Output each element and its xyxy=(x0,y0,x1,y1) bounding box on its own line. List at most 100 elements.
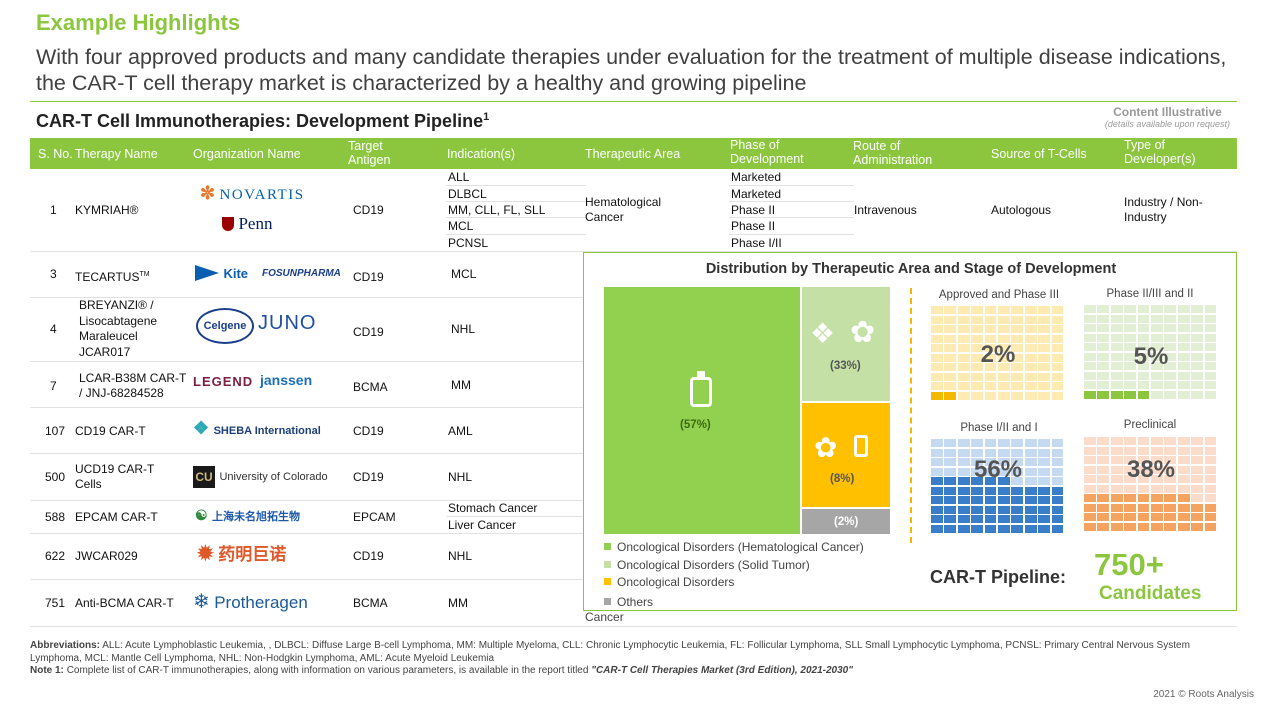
waffle-cell xyxy=(1124,465,1137,474)
waffle-cell xyxy=(1191,362,1204,370)
waffle-cell xyxy=(998,306,1010,314)
waffle-cell xyxy=(1177,305,1190,313)
waffle-cell xyxy=(1097,465,1110,474)
row-antigen: BCMA xyxy=(353,596,388,610)
waffle-cell xyxy=(1038,458,1051,466)
waffle-cell xyxy=(1164,362,1177,370)
row-therapy: Anti-BCMA CAR-T xyxy=(75,596,174,610)
waffle-cell xyxy=(1137,446,1150,455)
stomach-icon: ✿ xyxy=(850,316,876,349)
row-source: Autologous xyxy=(991,203,1052,217)
waffle-cell xyxy=(1097,352,1110,361)
waffle-cell xyxy=(1011,458,1024,466)
waffle-cell xyxy=(1038,315,1051,324)
waffle-cell xyxy=(1051,515,1064,523)
waffle-cell xyxy=(1124,333,1137,342)
waffle-cell xyxy=(1151,362,1163,370)
waffle-cell xyxy=(1051,306,1064,314)
waffle-cell xyxy=(1191,333,1204,342)
waffle-cell xyxy=(1177,324,1190,332)
waffle-cell xyxy=(1084,513,1096,521)
waffle-cell xyxy=(957,486,970,495)
waffle-cell xyxy=(1110,324,1123,332)
waffle-cell xyxy=(1011,448,1024,457)
waffle-cell xyxy=(1110,333,1123,342)
waffle-cell xyxy=(1177,352,1190,361)
waffle-cell xyxy=(1124,513,1137,521)
jw-therapeutics-logo: ✹ 药明巨诺 xyxy=(197,543,287,565)
row-antigen: CD19 xyxy=(353,470,384,484)
waffle-cell xyxy=(1097,456,1110,464)
waffle-cell xyxy=(1024,467,1037,476)
distribution-panel: Distribution by Therapeutic Area and Sta… xyxy=(583,252,1237,611)
waffle-cell xyxy=(998,382,1010,390)
waffle-cell xyxy=(957,458,970,466)
waffle-cell xyxy=(931,344,943,352)
row-indication: DLBCL xyxy=(448,187,487,201)
waffle-cell xyxy=(984,325,997,333)
waffle-cell xyxy=(1097,343,1110,351)
waffle-cell xyxy=(1204,324,1217,332)
waffle-cell xyxy=(1151,437,1163,445)
waffle-cell xyxy=(1204,362,1217,370)
waffle-cell xyxy=(1124,381,1137,389)
waffle-cell xyxy=(1097,437,1110,445)
waffle-cell xyxy=(998,496,1010,504)
waffle-cell xyxy=(998,477,1010,485)
waffle-cell xyxy=(1024,524,1037,533)
waffle-cell xyxy=(1038,391,1051,400)
waffle-cell xyxy=(1084,381,1096,389)
lungs-icon: ❖ xyxy=(810,318,836,349)
waffle-cell xyxy=(1137,484,1150,493)
waffle-cell xyxy=(1084,484,1096,493)
row-phase: Phase II xyxy=(731,219,776,233)
waffle-cell xyxy=(1038,439,1051,447)
waffle-cell xyxy=(984,477,997,485)
waffle-cell xyxy=(957,515,970,523)
waffle-cell xyxy=(1038,524,1051,533)
waffle-cell xyxy=(971,505,984,514)
waffle-cell xyxy=(931,448,943,457)
waffle-cell xyxy=(998,315,1010,324)
waffle-cell xyxy=(931,439,943,447)
waffle-cell xyxy=(957,344,970,352)
waffle-cell xyxy=(931,325,943,333)
waffle-cell xyxy=(971,334,984,343)
waffle-cell xyxy=(1164,494,1177,502)
waffle-cell xyxy=(944,334,957,343)
waffle-cell xyxy=(1151,324,1163,332)
row-route: Intravenous xyxy=(854,203,917,217)
legend-item: Oncological Disorders xyxy=(604,575,734,589)
waffle-cell xyxy=(1177,333,1190,342)
row-sno: 3 xyxy=(50,267,57,281)
highlights-title: Example Highlights xyxy=(36,10,241,35)
waffle-cell xyxy=(1011,505,1024,514)
waffle-cell xyxy=(1191,343,1204,351)
waffle-cell xyxy=(1204,343,1217,351)
waffle-cell xyxy=(1137,465,1150,474)
legend-item: Oncological Disorders (Solid Tumor) xyxy=(604,558,810,572)
waffle-cell xyxy=(1191,446,1204,455)
waffle-phase-i xyxy=(931,439,1065,534)
waffle-cell xyxy=(1151,333,1163,342)
waffle-cell xyxy=(1011,439,1024,447)
waffle-cell xyxy=(1038,334,1051,343)
waffle-cell xyxy=(1024,486,1037,495)
waffle-cell xyxy=(1097,305,1110,313)
waffle-cell xyxy=(1151,446,1163,455)
waffle-cell xyxy=(984,382,997,390)
waffle-cell xyxy=(1124,324,1137,332)
waffle-cell xyxy=(1024,448,1037,457)
waffle-cell xyxy=(931,515,943,523)
waffle-cell xyxy=(957,391,970,400)
waffle-cell xyxy=(1164,314,1177,323)
waffle-cell xyxy=(1011,344,1024,352)
col-area: Therapeutic Area xyxy=(585,147,681,161)
waffle-cell xyxy=(1164,343,1177,351)
waffle-cell xyxy=(944,344,957,352)
waffle-cell xyxy=(1137,314,1150,323)
waffle-cell xyxy=(1137,522,1150,531)
waffle-title: Phase II/III and II xyxy=(1106,288,1194,300)
waffle-preclinical xyxy=(1084,437,1218,532)
waffle-cell xyxy=(944,524,957,533)
